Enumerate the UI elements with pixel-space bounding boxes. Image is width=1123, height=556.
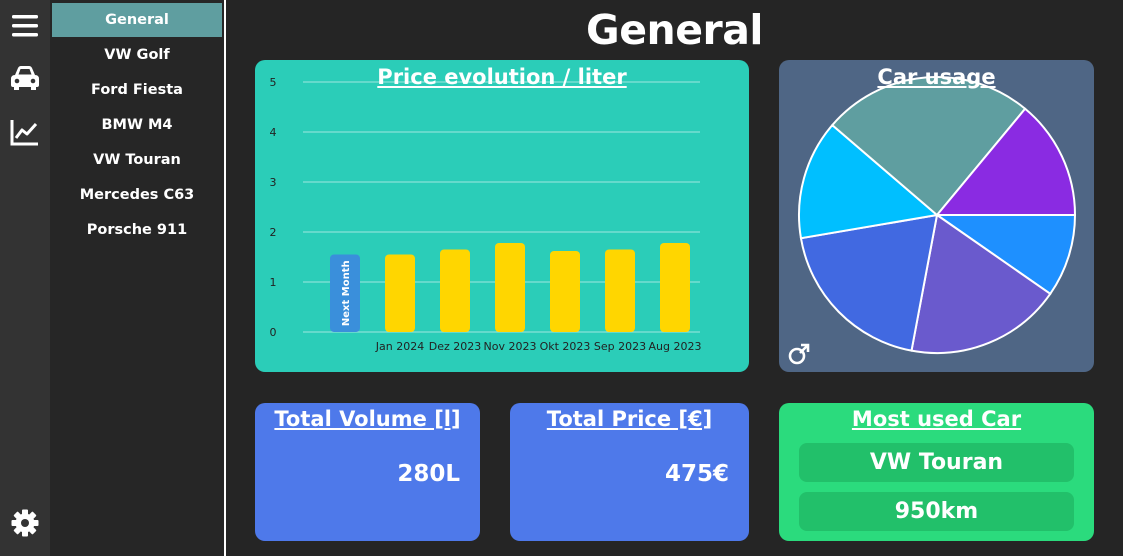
sidebar-item-porsche-911[interactable]: Porsche 911 xyxy=(52,213,222,247)
pie-slice xyxy=(934,107,1077,216)
icon-rail xyxy=(0,0,50,556)
most-used-car-name: VW Touran xyxy=(799,443,1074,482)
chart-icon[interactable] xyxy=(8,115,42,149)
sidebar-item-mercedes-c63[interactable]: Mercedes C63 xyxy=(52,178,222,212)
y-tick-label: 5 xyxy=(270,76,277,89)
pie-slice xyxy=(910,213,1052,354)
most-used-car-card: Most used Car VW Touran 950km xyxy=(779,403,1094,541)
car-usage-pie-chart xyxy=(798,76,1077,354)
sidebar-item-bmw-m4[interactable]: BMW M4 xyxy=(52,108,222,142)
x-tick-label: Aug 2023 xyxy=(649,340,702,353)
page-title: General xyxy=(586,6,763,54)
sidebar-item-vw-golf[interactable]: VW Golf xyxy=(52,38,222,72)
sidebar-divider xyxy=(224,0,226,556)
price-evolution-chart: 0 1 2 3 4 5 Next Month Jan 2024 Dez 2023 Nov 2023… xyxy=(270,76,702,353)
y-tick-label: 2 xyxy=(270,226,277,239)
y-tick-label: 4 xyxy=(270,126,277,139)
sidebar-item-label: BMW M4 xyxy=(101,117,173,133)
sidebar-item-label: Ford Fiesta xyxy=(91,82,183,98)
sidebar-item-label: Mercedes C63 xyxy=(79,187,195,203)
x-tick-label: Jan 2024 xyxy=(375,340,424,353)
sidebar-item-vw-touran[interactable]: VW Touran xyxy=(52,143,222,177)
total-price-value: 475€ xyxy=(664,461,729,487)
total-volume-title: Total Volume [l] xyxy=(274,407,461,431)
price-evolution-card: 0 1 2 3 4 5 Next Month Jan 2024 Dez 2023 Nov 2023… xyxy=(255,60,749,372)
sidebar-item-label: Porsche 911 xyxy=(86,222,188,238)
bar xyxy=(440,249,470,332)
sidebar-item-label: General xyxy=(105,12,169,28)
bar xyxy=(605,249,635,332)
pie-slice xyxy=(798,123,940,240)
most-used-car-title: Most used Car xyxy=(851,407,1022,431)
total-volume-value: 280L xyxy=(397,461,460,487)
total-price-card: Total Price [€] 475€ xyxy=(510,403,749,541)
sidebar-item-label: VW Golf xyxy=(104,47,170,63)
total-price-title: Total Price [€] xyxy=(546,407,713,431)
total-volume-card: Total Volume [l] 280L xyxy=(255,403,480,541)
menu-icon[interactable] xyxy=(8,9,42,43)
most-used-car-distance: 950km xyxy=(799,492,1074,531)
x-tick-label: Nov 2023 xyxy=(484,340,537,353)
bar xyxy=(550,251,580,332)
bar xyxy=(660,243,690,332)
bar xyxy=(385,254,415,332)
car-usage-card: Car usage xyxy=(779,60,1094,372)
x-tick-label: Dez 2023 xyxy=(429,340,482,353)
sidebar-nav: General VW Golf Ford Fiesta BMW M4 VW To… xyxy=(50,0,224,556)
y-tick-label: 0 xyxy=(270,326,277,339)
sidebar-item-label: VW Touran xyxy=(93,152,181,168)
pie-slice xyxy=(799,213,939,352)
pie-slice xyxy=(933,214,1077,296)
external-link-icon[interactable] xyxy=(787,342,811,366)
next-month-label: Next Month xyxy=(341,260,352,326)
sidebar-item-general[interactable]: General xyxy=(52,3,222,37)
car-usage-title: Car usage xyxy=(877,65,996,89)
price-evolution-title: Price evolution / liter xyxy=(377,65,627,89)
sidebar-item-ford-fiesta[interactable]: Ford Fiesta xyxy=(52,73,222,107)
x-tick-label: Sep 2023 xyxy=(594,340,646,353)
next-month-bar xyxy=(330,254,360,332)
car-icon[interactable] xyxy=(8,61,42,95)
y-tick-label: 1 xyxy=(270,276,277,289)
bar xyxy=(495,243,525,332)
x-tick-label: Okt 2023 xyxy=(540,340,591,353)
gear-icon[interactable] xyxy=(8,506,42,540)
y-tick-label: 3 xyxy=(270,176,277,189)
pie-slice xyxy=(830,76,1027,217)
